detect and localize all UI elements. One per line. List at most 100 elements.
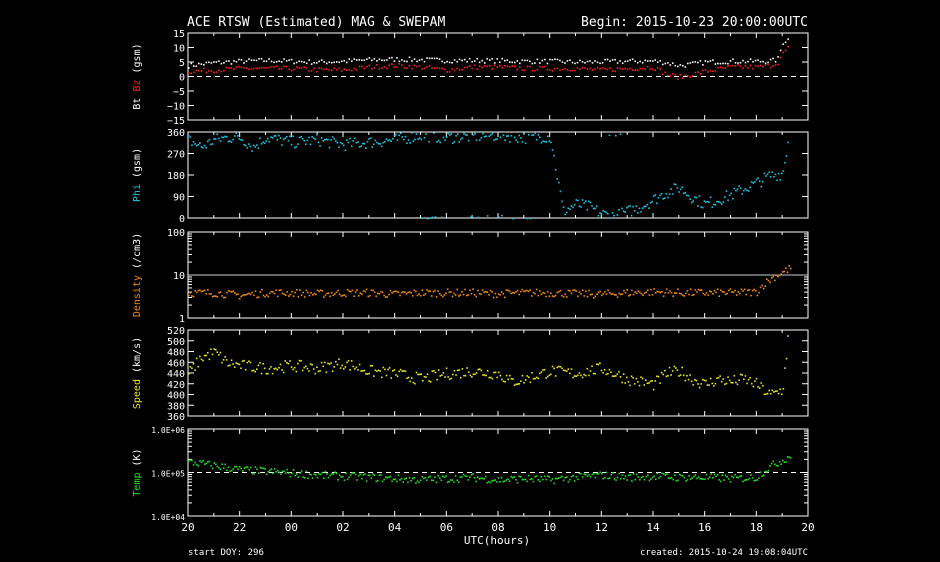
data-point-density <box>786 271 789 274</box>
data-point-speed <box>418 373 421 376</box>
data-point-temp <box>411 477 414 480</box>
data-point-speed <box>403 370 405 372</box>
data-point-bt <box>599 62 601 65</box>
data-point-bz <box>250 68 253 70</box>
data-point-temp <box>542 478 544 481</box>
data-point-density <box>241 294 244 297</box>
data-point-phi <box>401 136 404 138</box>
data-point-temp <box>724 474 727 477</box>
data-point-temp <box>489 481 492 484</box>
data-point-phi <box>656 202 658 205</box>
data-point-bt <box>243 62 245 64</box>
data-point-bz <box>732 64 734 67</box>
data-point-temp <box>500 476 503 479</box>
data-point-speed <box>276 368 279 371</box>
data-point-temp <box>696 477 698 480</box>
data-point-bz <box>338 67 341 70</box>
data-point-phi <box>323 139 326 141</box>
data-point-temp <box>397 474 400 477</box>
data-point-bt <box>245 60 248 62</box>
data-point-density <box>678 292 681 295</box>
data-point-bt <box>702 64 704 66</box>
data-point-speed <box>665 375 668 378</box>
data-point-temp <box>303 477 306 479</box>
data-point-density <box>249 293 252 296</box>
data-point-density <box>534 292 536 295</box>
data-point-density <box>188 294 190 297</box>
data-point-phi <box>281 144 283 146</box>
data-point-bz <box>774 64 777 66</box>
data-point-bz <box>466 66 468 69</box>
data-point-speed <box>221 361 223 364</box>
data-point-phi <box>384 140 386 143</box>
data-point-phi <box>497 216 500 218</box>
data-point-density <box>543 292 546 295</box>
data-point-density <box>519 290 522 293</box>
data-point-density <box>248 292 250 295</box>
data-point-speed <box>629 384 631 387</box>
data-point-temp <box>658 477 660 479</box>
data-point-bt <box>589 60 591 62</box>
data-point-bt <box>458 58 461 61</box>
data-point-phi <box>573 203 576 206</box>
data-point-phi <box>513 136 516 139</box>
data-point-phi <box>403 138 405 141</box>
data-point-bz <box>521 69 524 71</box>
data-point-phi <box>471 215 473 218</box>
data-point-phi <box>254 146 257 148</box>
data-point-density <box>319 289 322 292</box>
data-point-phi <box>311 135 313 138</box>
data-point-phi <box>306 139 309 142</box>
data-point-density <box>545 295 547 298</box>
data-point-speed <box>436 378 438 381</box>
data-point-speed <box>663 369 666 372</box>
data-point-density <box>230 291 233 293</box>
data-point-density <box>718 295 721 298</box>
data-point-density <box>300 294 303 297</box>
data-point-density <box>224 296 227 299</box>
data-point-bz <box>534 69 536 72</box>
data-point-speed <box>619 376 622 378</box>
data-point-temp <box>396 480 398 483</box>
data-point-speed <box>594 372 597 375</box>
data-point-speed <box>694 379 696 381</box>
data-point-density <box>303 296 306 298</box>
data-point-temp <box>481 477 484 480</box>
data-point-bz <box>654 69 657 72</box>
data-point-phi <box>208 138 211 141</box>
data-point-temp <box>786 456 789 458</box>
data-point-density <box>372 289 374 292</box>
data-point-density <box>245 293 247 296</box>
data-point-temp <box>384 476 387 478</box>
data-point-temp <box>758 477 760 479</box>
data-point-bt <box>747 60 749 63</box>
data-point-bz <box>754 64 757 67</box>
data-point-density <box>467 294 470 296</box>
data-point-density <box>226 291 228 294</box>
data-point-temp <box>240 467 243 470</box>
data-point-bz <box>616 67 619 69</box>
data-point-speed <box>235 362 238 364</box>
data-point-speed <box>289 360 291 362</box>
data-point-phi <box>771 171 774 173</box>
data-point-phi <box>407 139 410 141</box>
data-point-phi <box>444 139 446 141</box>
data-point-phi <box>638 207 641 210</box>
data-point-temp <box>743 479 746 482</box>
data-point-temp <box>399 479 401 481</box>
data-point-speed <box>270 366 272 368</box>
data-point-temp <box>570 475 573 478</box>
data-point-bz <box>629 67 631 70</box>
data-point-temp <box>669 477 671 479</box>
data-point-phi <box>651 200 653 203</box>
data-point-bt <box>318 60 320 63</box>
data-point-bz <box>358 65 361 68</box>
data-point-density <box>191 295 193 297</box>
data-point-density <box>715 291 717 294</box>
data-point-phi <box>368 138 370 140</box>
data-point-bt <box>779 49 782 52</box>
data-point-bt <box>348 58 351 60</box>
data-point-phi <box>562 206 565 208</box>
data-point-density <box>307 291 309 294</box>
